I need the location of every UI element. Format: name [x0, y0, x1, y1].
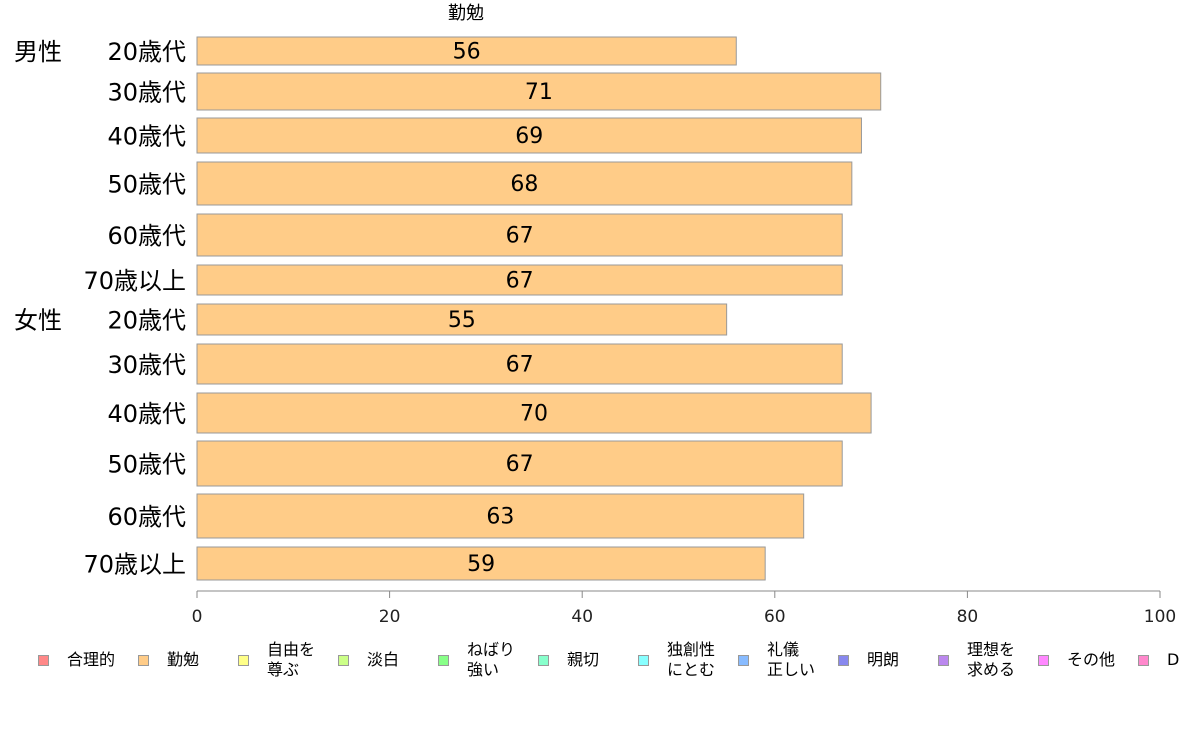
bar-value-label: 55: [448, 308, 476, 333]
bar: [196, 303, 728, 336]
category-label: 20歳代: [107, 307, 186, 335]
legend-item: その他: [1038, 650, 1115, 670]
category-label: 50歳代: [107, 451, 186, 479]
category-label: 30歳代: [107, 79, 186, 107]
legend-swatch: [538, 654, 549, 666]
bar-value-label: 63: [486, 505, 514, 530]
bar-value-label: 67: [506, 353, 534, 378]
legend-label: 理想を 求める: [967, 640, 1016, 679]
x-tick-label: 20: [379, 607, 401, 627]
bar-value-label: 56: [453, 40, 481, 65]
legend-swatch: [1138, 654, 1149, 666]
x-tick-label: 40: [571, 607, 593, 627]
x-tick-label: 80: [957, 607, 979, 627]
legend-item: 独創性 にとむ: [638, 640, 715, 680]
bar: [196, 493, 805, 539]
bar: [196, 392, 872, 434]
legend-item: 理想を 求める: [938, 640, 1015, 680]
legend-swatch: [1038, 654, 1049, 666]
x-axis: 0 20 40 60 80 100: [192, 590, 1176, 627]
bar-value-label: 70: [520, 402, 548, 427]
category-label: 60歳代: [107, 503, 186, 531]
legend-label: ねばり 強い: [467, 640, 516, 679]
category-label: 50歳代: [107, 171, 186, 199]
bar: [196, 117, 862, 154]
category-labels-group: 20歳代 30歳代 40歳代 50歳代 60歳代 70歳以上 20歳代 30歳代 40歳代 50歳…: [14, 38, 186, 579]
legend-item: 勤勉: [138, 650, 199, 670]
bar: [196, 36, 737, 66]
legend-label: 礼儀 正しい: [767, 640, 816, 679]
bar-value-label: 67: [506, 224, 534, 249]
bar: [196, 343, 843, 385]
legend-item: D: [1138, 650, 1179, 670]
legend-swatch: [138, 654, 149, 666]
bar: [196, 264, 843, 296]
legend-swatch: [438, 654, 449, 666]
legend-item: ねばり 強い: [438, 640, 515, 680]
legend-label: 親切: [567, 650, 600, 669]
legend-item: 淡白: [338, 650, 399, 670]
legend-swatch: [38, 654, 49, 666]
chart-title: 勤勉: [448, 3, 484, 24]
legend-label: 合理的: [67, 650, 116, 669]
bar: [196, 161, 853, 206]
legend-label: 独創性 にとむ: [667, 640, 716, 679]
legend-swatch: [938, 654, 949, 666]
legend-swatch: [838, 654, 849, 666]
legend-label: 勤勉: [167, 650, 200, 669]
legend-swatch: [738, 654, 749, 666]
legend-swatch: [238, 654, 249, 666]
bar-value-label: 67: [506, 269, 534, 294]
bar-value-label: 59: [467, 552, 495, 577]
legend-label: D: [1167, 650, 1180, 669]
bar: [196, 213, 843, 257]
legend-label: 明朗: [867, 650, 900, 669]
legend-label: その他: [1067, 650, 1116, 669]
bar-value-label: 69: [515, 124, 543, 149]
group-label: 女性: [14, 307, 62, 335]
bar-value-label: 68: [510, 172, 538, 197]
category-label: 40歳代: [107, 400, 186, 428]
legend-swatch: [338, 654, 349, 666]
legend-item: 明朗: [838, 650, 899, 670]
bar-chart: 勤勉 56 71 69 68 67 67 55 67 70 67 63 59 20歳代 30歳代 40歳代…: [14, 3, 1176, 627]
legend-item: 合理的: [38, 650, 115, 670]
bar-value-label: 71: [525, 80, 553, 105]
legend-label: 自由を 尊ぶ: [267, 640, 316, 679]
bar: [196, 440, 843, 487]
category-label: 70歳以上: [83, 551, 186, 579]
legend-item: 自由を 尊ぶ: [238, 640, 315, 680]
bar: [196, 546, 766, 581]
category-label: 20歳代: [107, 38, 186, 66]
bar-value-label: 67: [506, 452, 534, 477]
category-label: 60歳代: [107, 222, 186, 250]
x-tick-label: 100: [1144, 607, 1176, 627]
legend-item: 礼儀 正しい: [738, 640, 815, 680]
bar: [196, 72, 882, 111]
x-tick-label: 60: [764, 607, 786, 627]
bars-group: 56 71 69 68 67 67 55 67 70 67 63 59: [196, 36, 882, 581]
x-tick-label: 0: [192, 607, 203, 627]
legend: 合理的 勤勉 自由を 尊ぶ 淡白 ねばり 強い 親切 独創性 にとむ 礼儀 正しい 明朗 理想を …: [38, 640, 1188, 690]
category-label: 30歳代: [107, 351, 186, 379]
category-label: 70歳以上: [83, 267, 186, 295]
category-label: 40歳代: [107, 123, 186, 151]
legend-label: 淡白: [367, 650, 400, 669]
legend-swatch: [638, 654, 649, 666]
group-label: 男性: [14, 38, 62, 66]
legend-item: 親切: [538, 650, 599, 670]
